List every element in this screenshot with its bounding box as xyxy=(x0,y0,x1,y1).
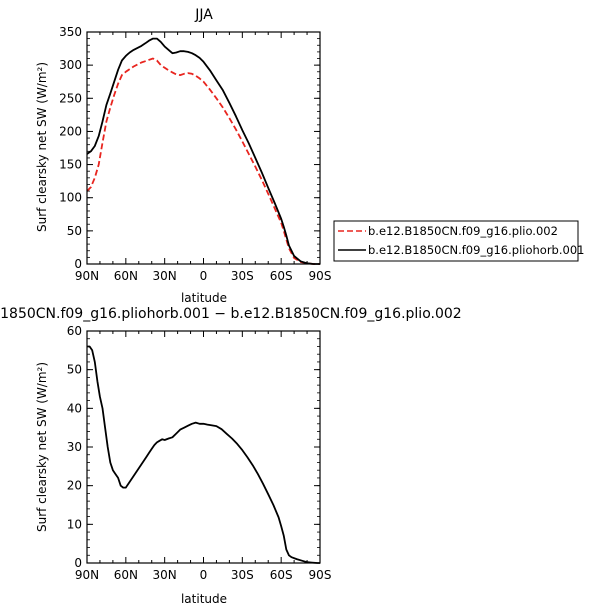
top-y-tick-label: 250 xyxy=(59,91,82,105)
bottom-y-tick-label: 40 xyxy=(67,401,82,415)
bottom-y-tick-label: 20 xyxy=(67,479,82,493)
bottom-y-tick-label: 60 xyxy=(67,324,82,338)
top-y-tick-label: 350 xyxy=(59,25,82,39)
legend-box xyxy=(333,220,579,262)
bottom-y-tick-label: 10 xyxy=(67,517,82,531)
top-x-tick-label: 60N xyxy=(114,269,138,283)
bottom-plot-frame xyxy=(86,330,321,564)
top-y-tick-label: 0 xyxy=(74,257,82,271)
bottom-x-tick-label: 0 xyxy=(200,568,208,582)
bottom-x-tick-label: 60N xyxy=(114,568,138,582)
top-x-tick-label: 90S xyxy=(309,269,332,283)
bottom-y-tick-label: 0 xyxy=(74,556,82,570)
legend-label-pliohorb: b.e12.B1850CN.f09_g16.pliohorb.001 xyxy=(368,243,584,257)
top-x-tick-label: 0 xyxy=(200,269,208,283)
top-x-tick-label: 90N xyxy=(75,269,99,283)
bottom-y-tick-label: 50 xyxy=(67,363,82,377)
bottom-x-tick-label: 30N xyxy=(153,568,177,582)
top-series-line-0 xyxy=(86,57,320,265)
bottom-panel: b.e12.B1850CN.f09_g16.pliohorb.001 − b.e… xyxy=(0,306,462,606)
legend-label-plio: b.e12.B1850CN.f09_g16.plio.002 xyxy=(368,224,558,238)
bottom-x-tick-label: 90S xyxy=(309,568,332,582)
top-x-tick-label: 30S xyxy=(231,269,254,283)
top-chart-title: JJA xyxy=(194,7,213,23)
bottom-x-tick-label: 30S xyxy=(231,568,254,582)
bottom-x-tick-label: 60S xyxy=(270,568,293,582)
bottom-y-tick-label: 30 xyxy=(67,440,82,454)
bottom-y-axis-label: Surf clearsky net SW (W/m²) xyxy=(35,362,49,532)
top-x-tick-label: 60S xyxy=(270,269,293,283)
top-x-axis-label: latitude xyxy=(181,291,227,305)
top-y-tick-label: 100 xyxy=(59,191,82,205)
bottom-chart-title: b.e12.B1850CN.f09_g16.pliohorb.001 − b.e… xyxy=(0,306,462,322)
top-plot-area: 90N 60N 30N 0 30S 60S 90S 0 50 100 150 200 250 300 350 xyxy=(59,25,331,283)
legend: b.e12.B1850CN.f09_g16.plio.002 b.e12.B18… xyxy=(333,220,584,262)
top-series-line-1 xyxy=(86,37,320,265)
top-y-tick-label: 50 xyxy=(67,224,82,238)
top-y-tick-label: 300 xyxy=(59,58,82,72)
bottom-series-line-0 xyxy=(87,345,320,564)
top-y-tick-label: 200 xyxy=(59,124,82,138)
bottom-plot-area: 90N 60N 30N 0 30S 60S 90S 0 10 20 30 40 50 60 xyxy=(67,324,332,582)
bottom-x-axis-label: latitude xyxy=(181,592,227,606)
bottom-x-tick-label: 90N xyxy=(75,568,99,582)
top-y-tick-label: 150 xyxy=(59,158,82,172)
top-panel: JJA 90N 60N 30N 0 30S 60S 90S 0 50 100 150 200 250 30… xyxy=(35,7,331,305)
top-y-axis-label: Surf clearsky net SW (W/m²) xyxy=(35,62,49,232)
top-x-tick-label: 30N xyxy=(153,269,177,283)
